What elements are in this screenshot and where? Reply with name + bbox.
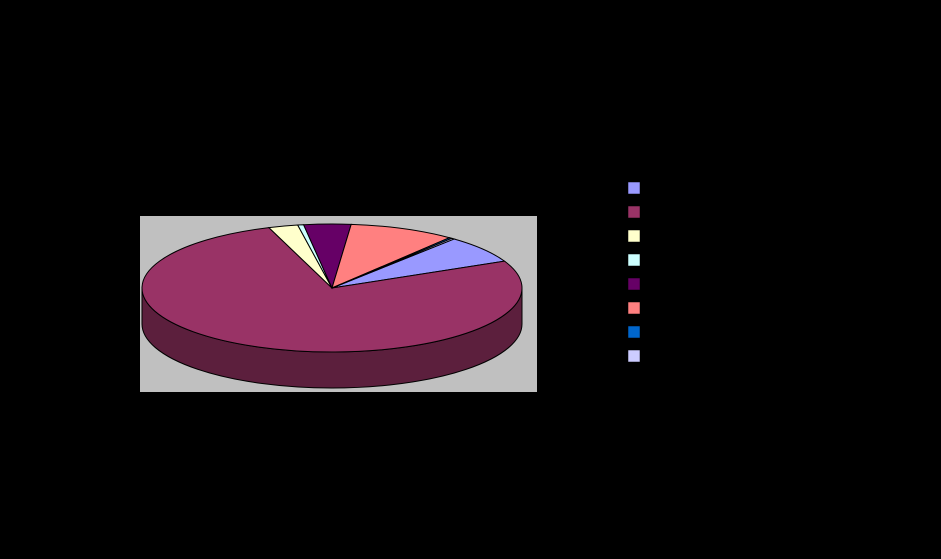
pie-top xyxy=(142,224,522,352)
legend-marker-0 xyxy=(628,182,640,194)
legend-marker-2 xyxy=(628,230,640,242)
legend-marker-5 xyxy=(628,302,640,314)
legend-marker-1 xyxy=(628,206,640,218)
pie-chart-svg xyxy=(0,0,941,559)
legend-marker-4 xyxy=(628,278,640,290)
legend xyxy=(628,182,640,362)
legend-marker-7 xyxy=(628,350,640,362)
legend-marker-3 xyxy=(628,254,640,266)
pie-chart-container xyxy=(0,0,941,559)
legend-marker-6 xyxy=(628,326,640,338)
